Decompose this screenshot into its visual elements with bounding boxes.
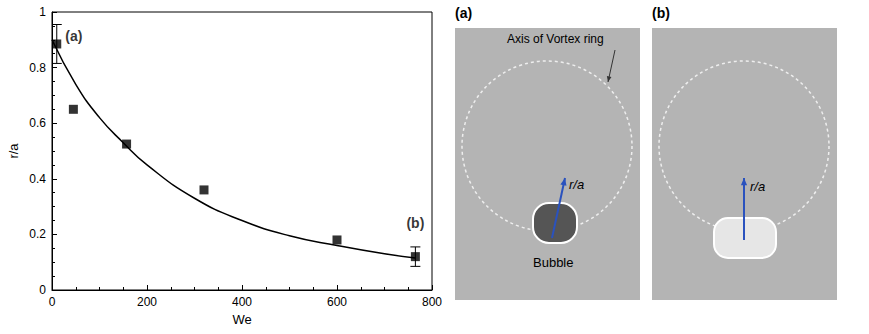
- svg-text:0.6: 0.6: [29, 116, 46, 130]
- svg-text:1: 1: [39, 5, 46, 19]
- svg-text:800: 800: [422, 295, 442, 309]
- svg-text:(b): (b): [406, 215, 424, 231]
- svg-text:r/a: r/a: [6, 143, 21, 159]
- svg-text:r/a: r/a: [750, 179, 765, 194]
- svg-text:200: 200: [137, 295, 157, 309]
- svg-text:0.2: 0.2: [29, 227, 46, 241]
- svg-text:600: 600: [327, 295, 347, 309]
- svg-text:400: 400: [232, 295, 252, 309]
- svg-text:Axis of Vortex ring: Axis of Vortex ring: [507, 32, 604, 46]
- svg-text:0: 0: [39, 283, 46, 297]
- svg-text:0: 0: [49, 295, 56, 309]
- svg-text:(b): (b): [652, 5, 670, 21]
- svg-text:0.4: 0.4: [29, 172, 46, 186]
- svg-text:We: We: [232, 312, 251, 327]
- svg-text:0.8: 0.8: [29, 61, 46, 75]
- svg-text:r/a: r/a: [569, 177, 584, 192]
- svg-text:Bubble: Bubble: [533, 255, 573, 270]
- svg-text:(a): (a): [455, 5, 472, 21]
- svg-text:(a): (a): [65, 28, 82, 44]
